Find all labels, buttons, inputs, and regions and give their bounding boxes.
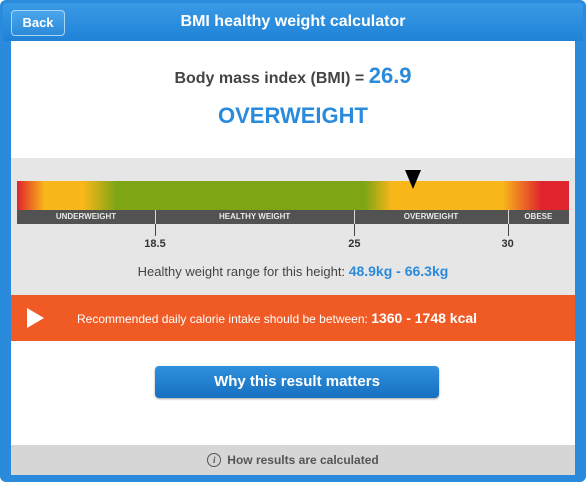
zone-separator bbox=[354, 210, 356, 224]
footer-content: i How results are calculated bbox=[11, 445, 575, 475]
footer-label: How results are calculated bbox=[227, 453, 379, 467]
calorie-label: Recommended daily calorie intake should … bbox=[77, 312, 372, 326]
zone-label: OBESE bbox=[524, 212, 553, 221]
zone-separator bbox=[507, 210, 509, 224]
bmi-gauge-bar bbox=[17, 181, 569, 210]
tick-mark bbox=[507, 224, 509, 236]
how-results-calculated-link[interactable]: i How results are calculated bbox=[11, 445, 575, 475]
tick-label: 30 bbox=[501, 238, 514, 250]
healthy-range-value: 48.9kg - 66.3kg bbox=[348, 263, 449, 279]
calorie-value: 1360 - 1748 kcal bbox=[371, 310, 478, 326]
why-result-matters-button[interactable]: Why this result matters bbox=[155, 366, 439, 398]
tick-label: 25 bbox=[348, 238, 361, 250]
zone-separator bbox=[155, 210, 156, 224]
healthy-range-label: Healthy weight range for this height: bbox=[137, 264, 349, 279]
back-button[interactable]: Back bbox=[11, 10, 65, 36]
play-icon[interactable] bbox=[27, 308, 44, 328]
bmi-gauge-panel: UNDERWEIGHT HEALTHY WEIGHT OVERWEIGHT OBESE… bbox=[11, 158, 575, 295]
zone-label: UNDERWEIGHT bbox=[55, 212, 117, 221]
zone-label: OVERWEIGHT bbox=[403, 212, 459, 221]
bmi-value: 26.9 bbox=[368, 63, 412, 88]
bmi-label: Body mass index (BMI) = bbox=[174, 70, 369, 87]
app-title: BMI healthy weight calculator bbox=[180, 13, 406, 30]
tick-mark bbox=[354, 224, 356, 236]
header-bar: BMI healthy weight calculator Back bbox=[3, 3, 583, 41]
tick-label: 18.5 bbox=[144, 238, 166, 250]
calorie-text: Recommended daily calorie intake should … bbox=[77, 295, 477, 341]
bmi-marker-icon bbox=[404, 170, 421, 189]
info-icon: i bbox=[207, 452, 222, 467]
zone-strip: UNDERWEIGHT HEALTHY WEIGHT OVERWEIGHT OBESE bbox=[17, 210, 569, 224]
main-content: Body mass index (BMI) = 26.9 OVERWEIGHT … bbox=[11, 41, 575, 475]
healthy-range-line: Healthy weight range for this height: 48… bbox=[11, 263, 575, 279]
tick-mark bbox=[155, 224, 156, 236]
zone-label: HEALTHY WEIGHT bbox=[219, 212, 291, 221]
bmi-result-line: Body mass index (BMI) = 26.9 bbox=[11, 63, 575, 89]
calorie-banner[interactable]: Recommended daily calorie intake should … bbox=[11, 295, 575, 341]
bmi-category: OVERWEIGHT bbox=[218, 103, 368, 128]
